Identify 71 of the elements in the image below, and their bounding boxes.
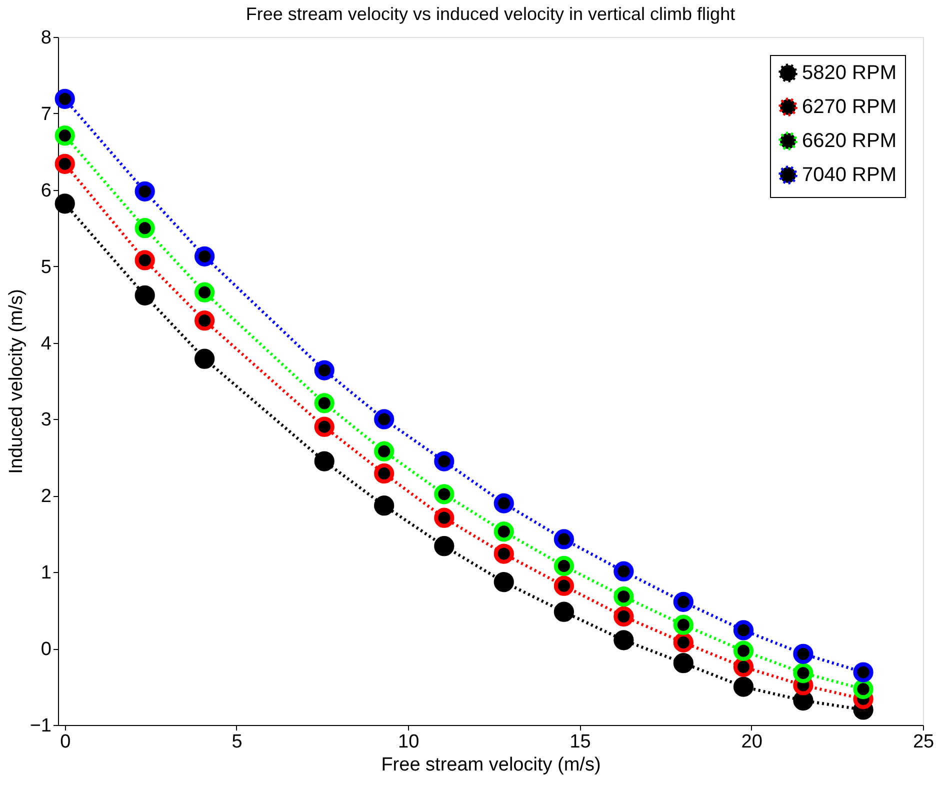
legend-label: 7040 RPM	[802, 164, 896, 186]
point	[374, 441, 394, 462]
point	[494, 522, 514, 542]
x-tick-label: 25	[912, 732, 934, 752]
point	[54, 154, 75, 174]
point	[733, 676, 754, 697]
point	[314, 416, 334, 437]
point	[733, 620, 754, 640]
point	[194, 282, 215, 302]
legend-label: 5820 RPM	[802, 62, 896, 84]
point	[793, 644, 814, 664]
point	[374, 409, 394, 430]
point	[673, 614, 694, 635]
y-tick-label: 8	[40, 28, 52, 48]
point	[134, 285, 155, 306]
x-tick-label: 20	[741, 732, 762, 752]
point	[793, 662, 814, 684]
point	[314, 360, 334, 380]
y-tick-label: −1	[30, 716, 52, 736]
x-tick-label: 0	[60, 732, 71, 752]
point	[733, 640, 754, 661]
y-tick-label: 1	[40, 562, 52, 584]
point	[614, 630, 634, 650]
point	[673, 592, 694, 612]
point	[194, 310, 215, 331]
point	[374, 463, 394, 484]
point	[434, 536, 454, 556]
point	[374, 496, 394, 516]
x-tick-label: 5	[232, 732, 242, 752]
y-tick-label: 4	[40, 333, 52, 354]
point	[54, 194, 75, 214]
y-axis-title: Induced velocity (m/s)	[6, 289, 27, 474]
point	[494, 493, 514, 514]
point	[614, 586, 634, 607]
x-tick-label: 10	[398, 732, 420, 752]
point	[614, 561, 634, 582]
point	[494, 572, 514, 592]
x-tick-label: 15	[570, 732, 591, 752]
point	[494, 544, 514, 564]
point	[434, 484, 454, 504]
y-tick-label: 2	[40, 486, 52, 508]
point	[554, 529, 574, 550]
point	[194, 246, 215, 266]
point	[673, 653, 694, 674]
point	[554, 556, 574, 576]
chart-title: Free stream velocity vs induced velocity in vertical climb flight	[246, 4, 736, 24]
point	[54, 126, 75, 146]
y-tick-label: 3	[40, 410, 52, 431]
point	[673, 632, 694, 652]
y-tick-label: 5	[40, 256, 52, 278]
point	[54, 88, 75, 109]
point	[314, 393, 334, 414]
legend-label: 6620 RPM	[802, 130, 896, 152]
point	[733, 656, 754, 677]
point	[134, 181, 155, 202]
point	[853, 662, 874, 682]
legend-label: 6270 RPM	[802, 96, 896, 118]
y-tick-label: 7	[40, 104, 52, 125]
point	[134, 218, 155, 238]
point	[554, 576, 574, 596]
point	[434, 508, 454, 528]
x-axis-title: Free stream velocity (m/s)	[381, 754, 601, 776]
point	[314, 451, 334, 472]
point	[194, 348, 215, 369]
point	[434, 451, 454, 472]
y-tick-label: 0	[40, 639, 52, 660]
point	[853, 679, 874, 700]
point	[554, 602, 574, 622]
point	[134, 250, 155, 270]
y-tick-label: 6	[40, 180, 52, 202]
point	[614, 606, 634, 626]
